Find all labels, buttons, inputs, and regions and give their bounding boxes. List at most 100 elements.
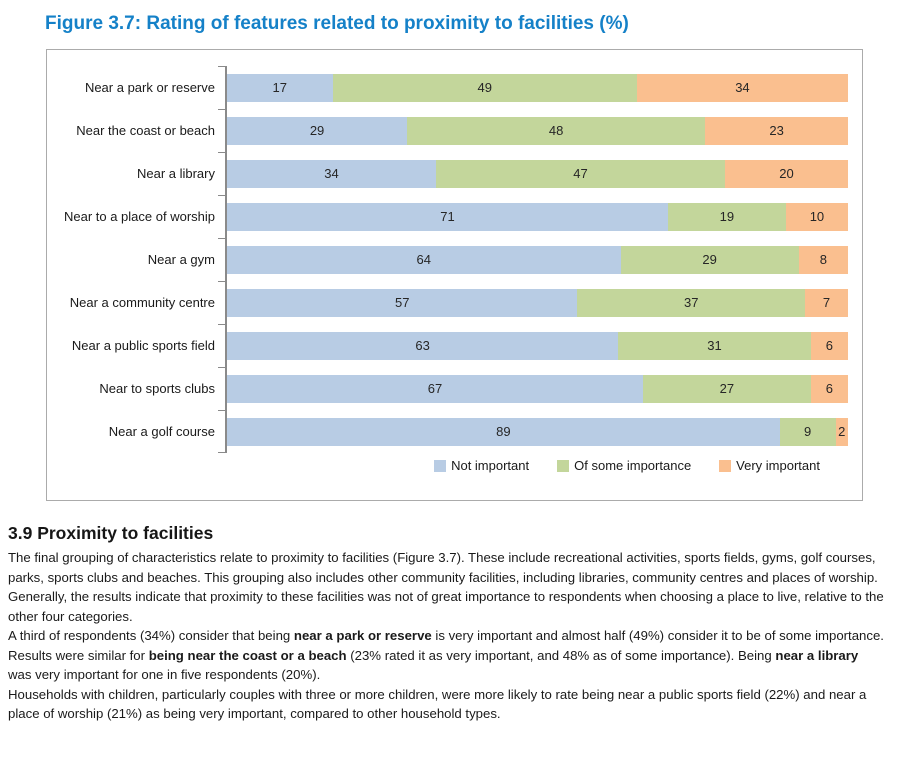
bar-segment-very-important: 6 <box>810 374 848 403</box>
bar-value-label: 19 <box>719 209 735 224</box>
chart-legend: Not important Of some importance Very impo… <box>47 458 848 473</box>
bar-segment-very-important: 34 <box>636 73 848 102</box>
bar-segment-of-some-importance: 49 <box>332 73 637 102</box>
chart-row: Near a park or reserve 17 49 34 <box>47 66 848 109</box>
chart-row: Near a gym 64 29 8 <box>47 238 848 281</box>
chart-row: Near a library 34 47 20 <box>47 152 848 195</box>
bar-stack: 29 48 23 <box>218 109 848 152</box>
bar-segment-not-important: 63 <box>227 331 619 360</box>
bar-segment-not-important: 67 <box>227 374 644 403</box>
bar-stack: 34 47 20 <box>218 152 848 195</box>
category-label: Near a park or reserve <box>84 80 215 95</box>
bar-value-label: 10 <box>809 209 825 224</box>
paragraph: A third of respondents (34%) consider th… <box>8 626 884 685</box>
bar-segment-of-some-importance: 37 <box>577 288 805 317</box>
text-run: The final grouping of characteristics re… <box>8 550 878 585</box>
category-label: Near a public sports field <box>71 338 215 353</box>
bar-value-label: 89 <box>496 424 511 439</box>
bar-value-label: 6 <box>825 338 833 353</box>
legend-label: Not important <box>451 458 530 473</box>
bar-segment-very-important: 2 <box>835 417 848 446</box>
bar-segment-not-important: 17 <box>227 73 333 102</box>
bar-segment-not-important: 57 <box>227 288 578 317</box>
bar-value-label: 29 <box>702 252 717 267</box>
chart-figure: Near a park or reserve 17 49 34 Near the coa… <box>46 49 863 501</box>
bar-segment-of-some-importance: 29 <box>620 245 799 274</box>
bar-segment-of-some-importance: 48 <box>407 116 706 145</box>
bar-stack: 17 49 34 <box>218 66 848 109</box>
chart-row: Near a public sports field 63 31 6 <box>47 324 849 367</box>
legend-label: Very important <box>736 458 820 473</box>
bar-segment-very-important: 6 <box>810 331 849 360</box>
bar-segment-very-important: 20 <box>725 159 848 188</box>
legend-label: Of some importance <box>574 458 692 473</box>
bar-value-label: 8 <box>819 252 828 267</box>
chart-plot: Near a park or reserve 17 49 34 Near the coa… <box>47 66 849 453</box>
bar-segment-very-important: 8 <box>798 245 848 274</box>
bar-segment-not-important: 29 <box>227 116 408 145</box>
category-label: Near a gym <box>147 252 215 267</box>
legend-swatch <box>434 459 447 472</box>
bar-segment-of-some-importance: 31 <box>618 331 811 360</box>
bar-value-label: 49 <box>477 80 492 95</box>
category-label: Near a golf course <box>108 424 215 439</box>
section-heading: 3.9 Proximity to facilities <box>8 523 214 543</box>
bar-value-label: 67 <box>427 381 443 396</box>
text-run: Households with children, particularly c… <box>8 686 867 722</box>
legend-item: Of some importance <box>557 458 691 473</box>
bar-value-label: 63 <box>415 338 430 353</box>
bar-value-label: 57 <box>395 295 410 310</box>
category-label: Near a library <box>136 166 215 181</box>
chart-row: Near a community centre 57 37 7 <box>47 281 849 324</box>
paragraph: The final grouping of characteristics re… <box>8 548 884 587</box>
bar-value-label: 29 <box>309 123 325 138</box>
legend-swatch <box>557 459 570 472</box>
bar-value-label: 2 <box>838 424 846 439</box>
section-body: The final grouping of characteristics re… <box>8 548 884 724</box>
bar-segment-of-some-importance: 47 <box>436 159 726 188</box>
bar-stack: 57 37 7 <box>218 281 849 324</box>
bold-text-run: near a library <box>775 647 859 663</box>
text-run: A third of respondents (34%) consider th… <box>8 628 294 643</box>
section-3-9: 3.9 Proximity to facilities The final gr… <box>8 522 884 724</box>
chart-row: Near the coast or beach 29 48 23 <box>47 109 848 152</box>
bar-segment-very-important: 7 <box>804 288 849 317</box>
bold-text-run: being near the coast or a beach <box>148 647 347 663</box>
bar-segment-not-important: 34 <box>227 159 437 188</box>
bar-segment-not-important: 64 <box>227 245 621 274</box>
bar-stack: 71 19 10 <box>218 195 848 238</box>
bar-stack: 63 31 6 <box>218 324 849 367</box>
text-run: is very important and almost half (49%) … <box>8 628 884 663</box>
bar-value-label: 23 <box>769 123 784 138</box>
bar-value-label: 47 <box>573 166 588 181</box>
legend-swatch <box>719 459 732 472</box>
bar-value-label: 64 <box>416 252 431 267</box>
bar-value-label: 31 <box>707 338 722 353</box>
bar-value-label: 34 <box>324 166 339 181</box>
bar-value-label: 34 <box>735 80 750 95</box>
bar-value-label: 71 <box>440 209 455 224</box>
report-page: Figure 3.7: Rating of features related t… <box>0 12 900 724</box>
bar-segment-not-important: 71 <box>227 202 668 231</box>
legend-item: Not important <box>434 458 529 473</box>
bar-value-label: 37 <box>683 295 699 310</box>
bar-segment-of-some-importance: 9 <box>779 417 836 446</box>
bar-segment-not-important: 89 <box>227 417 780 446</box>
figure-title: Figure 3.7: Rating of features related t… <box>45 13 629 34</box>
text-run: Generally, the results indicate that pro… <box>8 589 884 624</box>
bar-value-label: 20 <box>779 166 794 181</box>
chart-row: Near to a place of worship 71 19 10 <box>47 195 848 238</box>
category-label: Near the coast or beach <box>76 123 215 138</box>
category-label: Near to a place of worship <box>63 209 215 224</box>
bar-value-label: 27 <box>719 381 735 396</box>
text-run: was very important for one in five respo… <box>8 667 321 682</box>
bar-stack: 67 27 6 <box>218 367 848 410</box>
bar-stack: 89 9 2 <box>218 410 848 453</box>
bar-value-label: 9 <box>804 424 812 439</box>
bold-text-run: near a park or reserve <box>293 628 432 643</box>
bar-segment-very-important: 10 <box>785 202 848 231</box>
paragraph: Households with children, particularly c… <box>8 685 884 724</box>
chart-row: Near to sports clubs 67 27 6 <box>47 367 848 410</box>
bar-segment-of-some-importance: 27 <box>643 374 811 403</box>
legend-item: Very important <box>719 458 820 473</box>
